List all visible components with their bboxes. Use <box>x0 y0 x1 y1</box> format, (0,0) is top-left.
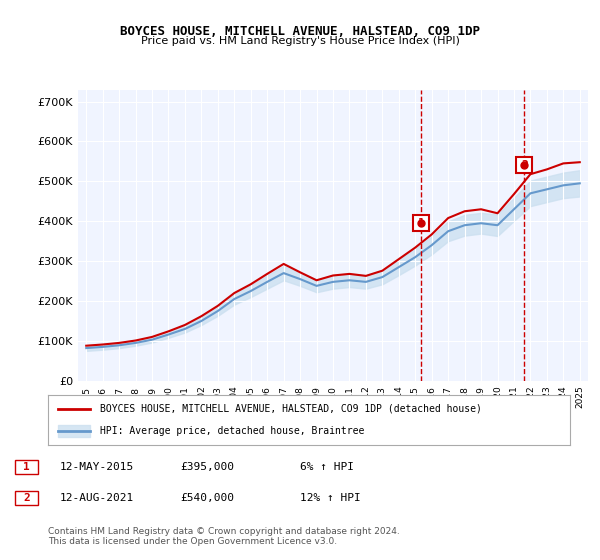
Text: 2: 2 <box>23 493 30 503</box>
Text: 12-MAY-2015: 12-MAY-2015 <box>60 462 134 472</box>
Text: 12% ↑ HPI: 12% ↑ HPI <box>300 493 361 503</box>
Text: HPI: Average price, detached house, Braintree: HPI: Average price, detached house, Brai… <box>100 426 365 436</box>
Text: 12-AUG-2021: 12-AUG-2021 <box>60 493 134 503</box>
Text: £540,000: £540,000 <box>180 493 234 503</box>
Text: 2: 2 <box>521 160 527 170</box>
Text: Price paid vs. HM Land Registry's House Price Index (HPI): Price paid vs. HM Land Registry's House … <box>140 36 460 46</box>
Text: 1: 1 <box>23 462 30 472</box>
Text: BOYCES HOUSE, MITCHELL AVENUE, HALSTEAD, CO9 1DP (detached house): BOYCES HOUSE, MITCHELL AVENUE, HALSTEAD,… <box>100 404 482 414</box>
Text: 6% ↑ HPI: 6% ↑ HPI <box>300 462 354 472</box>
Text: £395,000: £395,000 <box>180 462 234 472</box>
Text: BOYCES HOUSE, MITCHELL AVENUE, HALSTEAD, CO9 1DP: BOYCES HOUSE, MITCHELL AVENUE, HALSTEAD,… <box>120 25 480 38</box>
Text: Contains HM Land Registry data © Crown copyright and database right 2024.
This d: Contains HM Land Registry data © Crown c… <box>48 526 400 546</box>
Text: 1: 1 <box>418 218 425 228</box>
